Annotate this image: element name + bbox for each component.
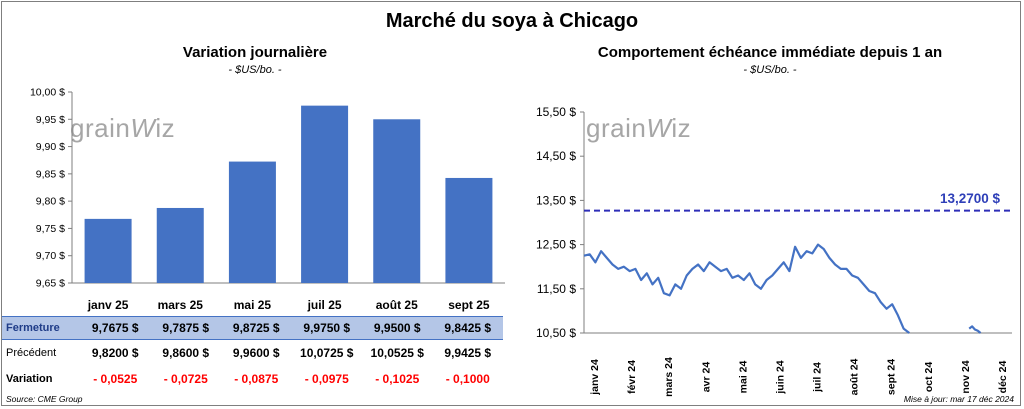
source-note: Source: CME Group	[6, 394, 83, 404]
x-date-label: déc 24	[997, 361, 1009, 394]
y-tick-label: 13,50 $	[536, 193, 576, 207]
x-date-label: avr 24	[700, 362, 712, 393]
x-date-label: févr 24	[626, 360, 638, 394]
row-label-previous: Précédent	[6, 347, 57, 359]
variation-cell: - 0,0725	[163, 372, 208, 386]
previous-cell: 9,8200 $	[91, 346, 139, 360]
table-row-variation: Variation - 0,0525 - 0,0725 - 0,0875 - 0…	[2, 368, 503, 390]
x-category-label: juil 25	[307, 298, 342, 312]
x-date-label: mars 24	[663, 357, 675, 397]
previous-cell: 9,9425 $	[444, 346, 492, 360]
update-note: Mise à jour: mar 17 déc 2024	[903, 394, 1014, 404]
main-title: Marché du soya à Chicago	[385, 10, 639, 32]
y-tick-label: 15,50 $	[536, 105, 576, 119]
x-category-label: mai 25	[234, 298, 272, 312]
price-line	[583, 243, 910, 334]
y-tick-label: 14,50 $	[536, 149, 576, 163]
left-chart-unit: - $US/bo. -	[228, 64, 282, 76]
x-category-label: sept 25	[448, 298, 490, 312]
bar	[373, 119, 421, 284]
right-chart-title: Comportement échéance immédiate depuis 1…	[597, 44, 943, 61]
bar	[84, 218, 132, 283]
bar	[445, 177, 493, 283]
row-label-close: Fermeture	[6, 322, 60, 334]
y-tick-label: 9,65 $	[36, 278, 65, 290]
right-chart-unit: - $US/bo. -	[743, 64, 797, 76]
variation-cell: - 0,0975	[304, 372, 349, 386]
bar	[156, 207, 204, 283]
bar	[228, 161, 276, 283]
previous-cell: 9,9600 $	[232, 346, 280, 360]
price-line	[968, 325, 982, 334]
y-tick-label: 10,00 $	[30, 87, 65, 99]
grainwiz-logo-right: grainWiz	[586, 113, 692, 143]
x-category-label: mars 25	[158, 298, 204, 312]
x-date-label: juil 24	[812, 362, 824, 393]
close-cell: 9,9750 $	[303, 321, 351, 335]
x-date-label: nov 24	[960, 360, 972, 393]
previous-cell: 10,0725 $	[300, 346, 354, 360]
y-tick-label: 9,95 $	[36, 114, 65, 126]
bar	[301, 105, 349, 284]
y-tick-label: 9,90 $	[36, 141, 65, 153]
x-date-label: janv 24	[589, 359, 601, 396]
x-date-label: juin 24	[774, 360, 786, 394]
x-date-label: oct 24	[923, 362, 935, 393]
x-date-label: août 24	[849, 358, 861, 395]
reference-value-label: 13,2700 $	[940, 191, 1001, 206]
table-row-previous: Précédent 9,8200 $ 9,8600 $ 9,9600 $ 10,…	[2, 342, 503, 364]
previous-cell: 9,8600 $	[162, 346, 210, 360]
x-category-label: août 25	[376, 298, 418, 312]
variation-cell: - 0,1025	[375, 372, 420, 386]
row-label-variation: Variation	[6, 373, 53, 385]
y-tick-label: 9,75 $	[36, 223, 65, 235]
close-cell: 9,7675 $	[91, 321, 139, 335]
close-cell: 9,8425 $	[444, 321, 492, 335]
close-cell: 9,8725 $	[232, 321, 280, 335]
variation-cell: - 0,0525	[93, 372, 138, 386]
grainwiz-logo-left: grainWiz	[70, 113, 176, 143]
y-tick-label: 11,50 $	[537, 282, 576, 296]
x-date-label: sept 24	[886, 359, 898, 395]
y-tick-label: 9,70 $	[36, 250, 65, 262]
close-cell: 9,9500 $	[373, 321, 421, 335]
y-tick-label: 10,50 $	[536, 326, 576, 340]
variation-cell: - 0,1000	[445, 372, 490, 386]
x-category-label: janv 25	[87, 298, 129, 312]
variation-cell: - 0,0875	[234, 372, 279, 386]
y-tick-label: 9,80 $	[36, 196, 65, 208]
x-date-label: mai 24	[737, 361, 749, 394]
close-cell: 9,7875 $	[162, 321, 210, 335]
table-row-close: Fermeture 9,7675 $ 9,7875 $ 9,8725 $ 9,9…	[2, 316, 503, 340]
previous-cell: 10,0525 $	[370, 346, 424, 360]
y-tick-label: 9,85 $	[36, 168, 65, 180]
left-chart-title: Variation journalière	[182, 44, 328, 61]
y-tick-label: 12,50 $	[536, 238, 576, 252]
